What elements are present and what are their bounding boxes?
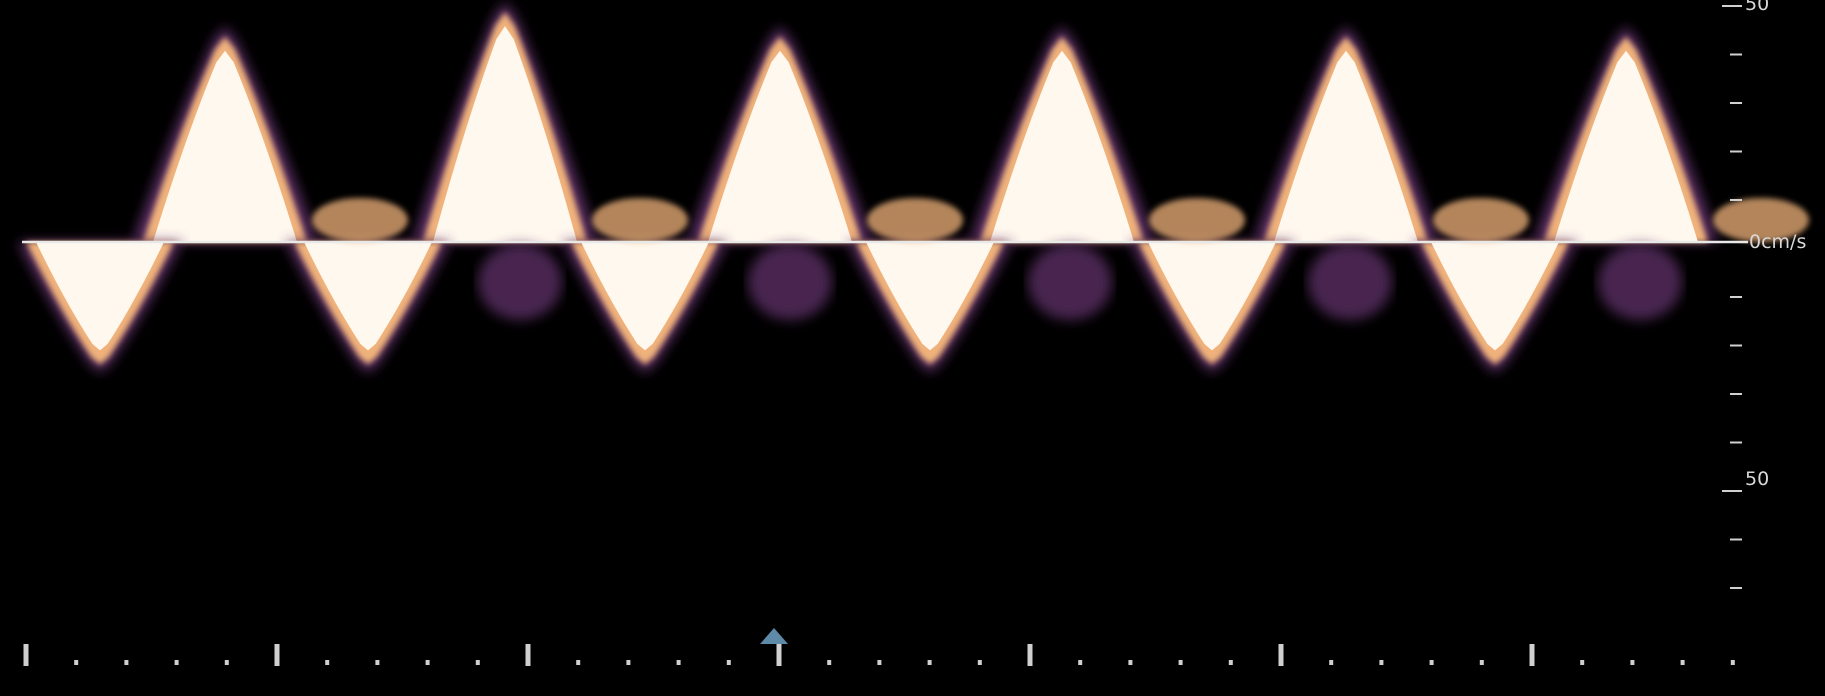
time-major-tick: [1529, 644, 1535, 666]
time-minor-tick: [1680, 660, 1685, 665]
time-minor-tick: [1429, 660, 1434, 665]
time-minor-tick: [576, 660, 581, 665]
scale-label-baseline: 0cm/s: [1749, 231, 1807, 253]
time-minor-tick: [626, 660, 631, 665]
reverse-flow-noise: [748, 244, 832, 320]
systolic-envelope: [990, 50, 1134, 242]
time-minor-tick: [1479, 660, 1484, 665]
time-minor-tick: [124, 660, 129, 665]
diastolic-flow: [867, 198, 963, 242]
time-minor-tick: [74, 660, 79, 665]
time-minor-tick: [927, 660, 932, 665]
reverse-flow-noise: [1028, 244, 1112, 320]
systolic-envelope: [433, 26, 577, 243]
diastolic-flow: [1149, 198, 1245, 242]
time-minor-tick: [726, 660, 731, 665]
time-minor-tick: [1178, 660, 1183, 665]
time-minor-tick: [1730, 660, 1735, 665]
diastolic-flow: [1713, 198, 1809, 242]
time-minor-tick: [1580, 660, 1585, 665]
time-major-tick: [274, 644, 280, 666]
time-minor-tick: [877, 660, 882, 665]
scale-label-bottom: 50: [1745, 468, 1770, 490]
diastolic-flow: [1433, 198, 1529, 242]
reverse-flow-noise: [478, 244, 562, 320]
time-minor-tick: [375, 660, 380, 665]
time-minor-tick: [1078, 660, 1083, 665]
flow-envelope: [18, 2, 1809, 373]
systolic-envelope: [708, 50, 852, 242]
time-minor-tick: [1128, 660, 1133, 665]
time-major-tick: [776, 644, 782, 666]
time-minor-tick: [224, 660, 229, 665]
time-axis: [23, 644, 1735, 666]
triangle-up-icon[interactable]: [758, 626, 790, 646]
reverse-envelope: [36, 242, 164, 351]
time-minor-tick: [1379, 660, 1384, 665]
time-minor-tick: [475, 660, 480, 665]
reverse-envelope: [581, 242, 709, 351]
velocity-scale: [1722, 5, 1742, 589]
time-minor-tick: [425, 660, 430, 665]
time-minor-tick: [1329, 660, 1334, 665]
time-minor-tick: [977, 660, 982, 665]
reverse-envelope: [866, 242, 994, 351]
time-major-tick: [1278, 644, 1284, 666]
systolic-envelope: [1274, 50, 1418, 242]
time-minor-tick: [827, 660, 832, 665]
time-minor-tick: [676, 660, 681, 665]
reverse-flow-noise: [1308, 244, 1392, 320]
time-minor-tick: [1228, 660, 1233, 665]
diastolic-flow: [312, 198, 408, 242]
time-minor-tick: [174, 660, 179, 665]
time-minor-tick: [1630, 660, 1635, 665]
scale-label-top: 50: [1745, 0, 1770, 15]
systolic-envelope: [1554, 50, 1698, 242]
diastolic-flow: [592, 198, 688, 242]
reverse-envelope: [1148, 242, 1276, 351]
reverse-flow-noise: [1598, 244, 1682, 320]
systolic-envelope: [153, 50, 297, 242]
time-major-tick: [1027, 644, 1033, 666]
reverse-envelope: [304, 242, 432, 351]
reverse-envelope: [1431, 242, 1559, 351]
time-minor-tick: [325, 660, 330, 665]
time-major-tick: [23, 644, 29, 666]
time-major-tick: [525, 644, 531, 666]
